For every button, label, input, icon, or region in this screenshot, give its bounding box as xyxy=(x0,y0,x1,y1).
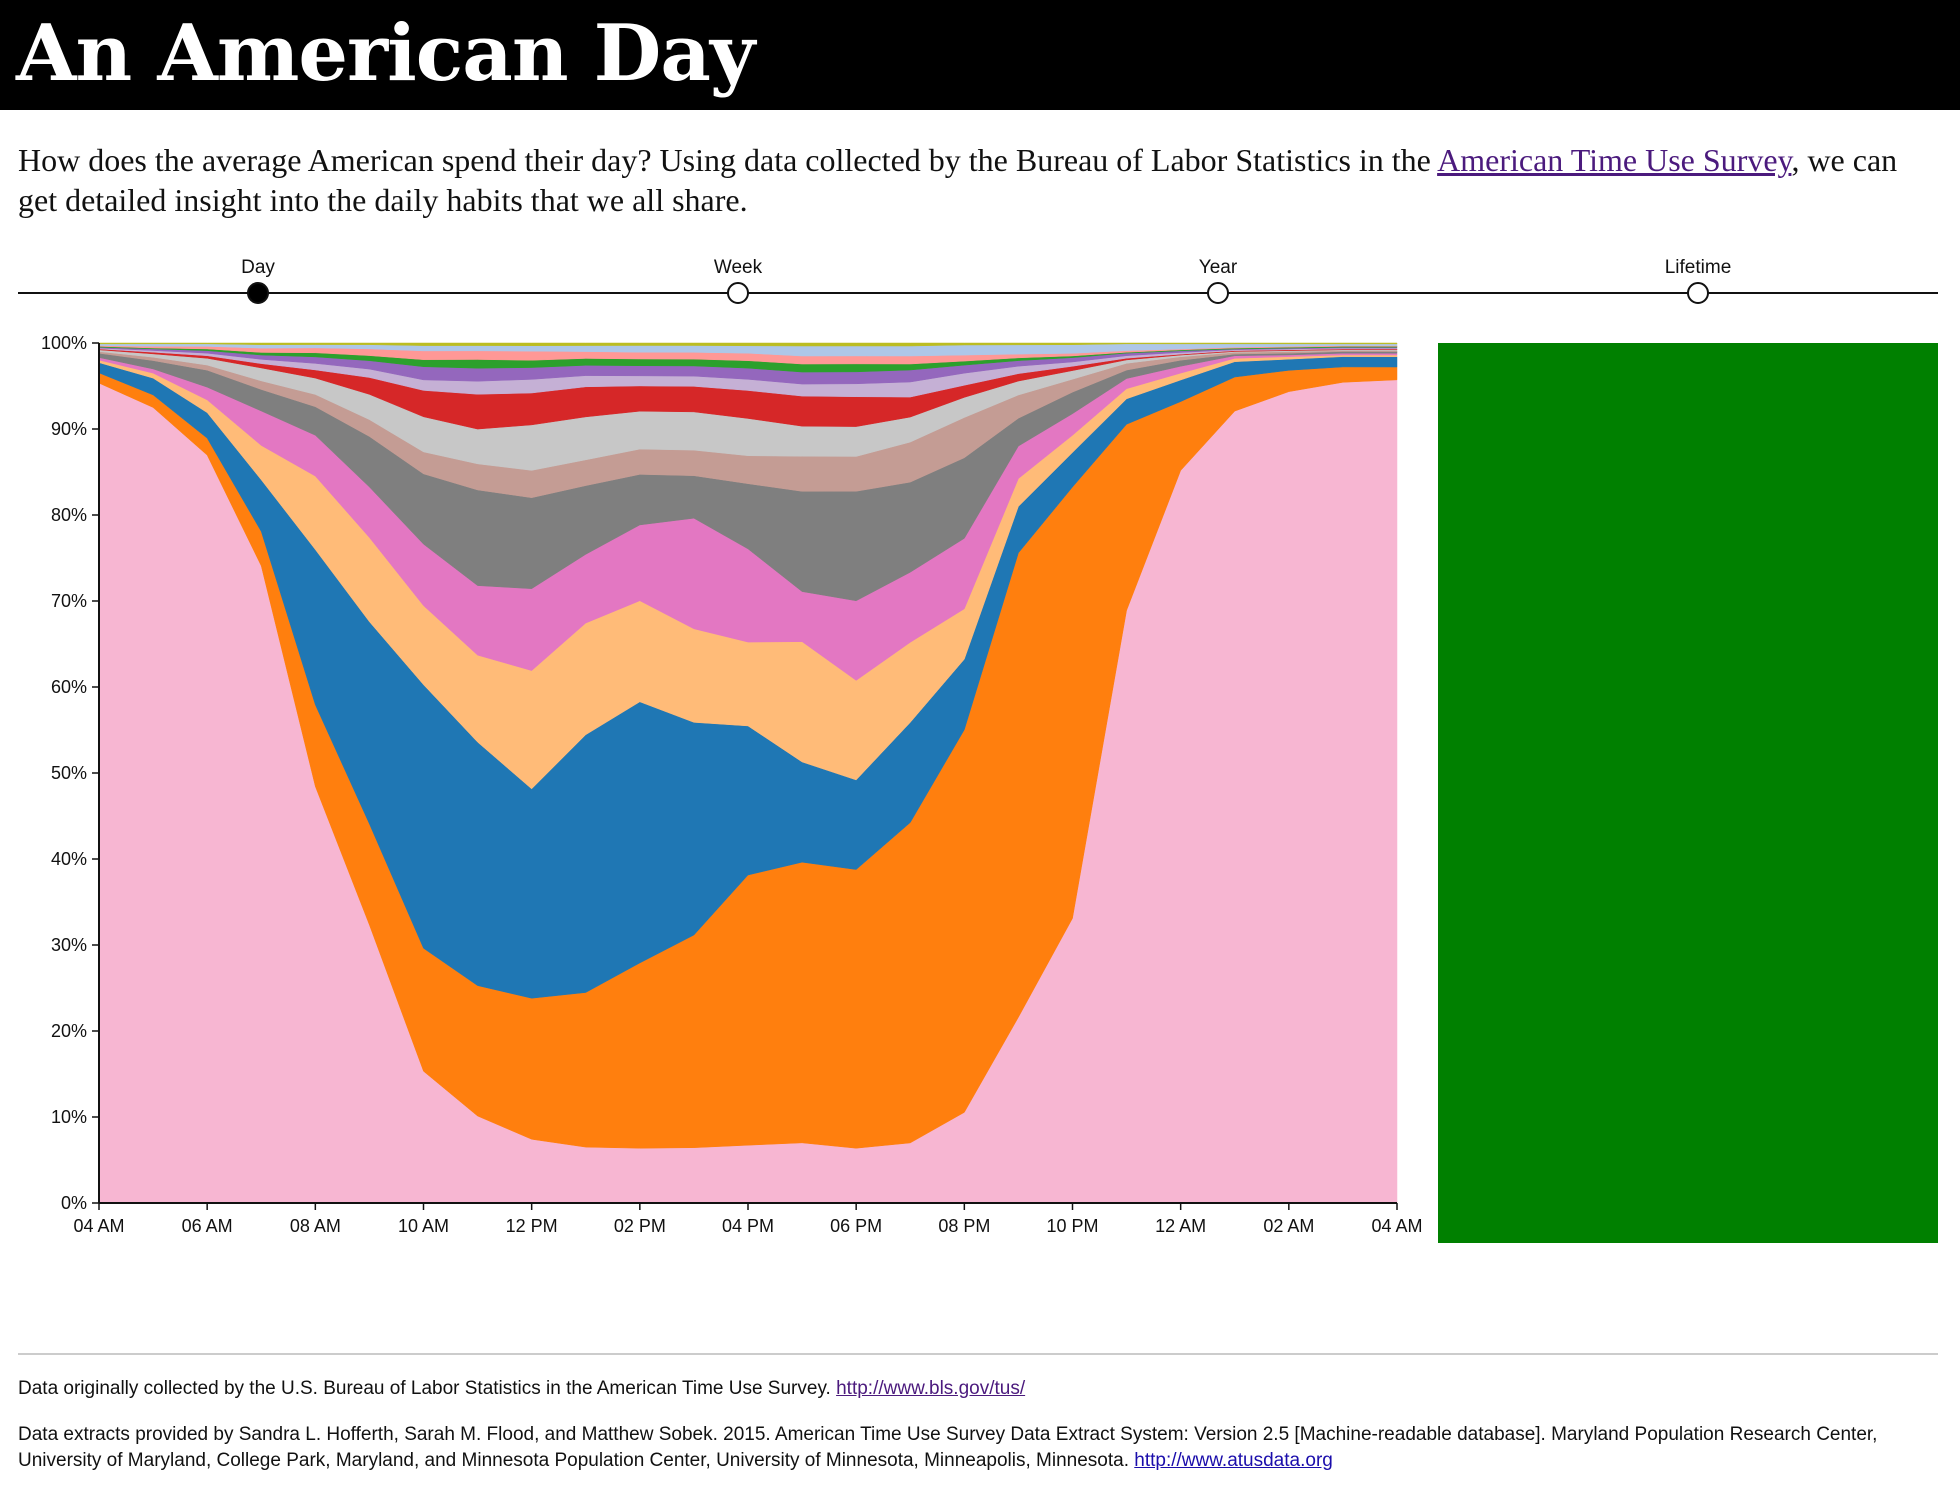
y-tick-label: 10% xyxy=(51,1107,87,1127)
y-axis: 0% 10% 20% 30% 40% 50% 60% 70% 80% 90% 100% xyxy=(41,333,100,1213)
intro-text-after: , we can get detailed insight into the d… xyxy=(18,142,1898,218)
x-tick-label: 12 AM xyxy=(1155,1216,1206,1236)
x-axis: 04 AM 06 AM 08 AM 10 AM 12 PM 02 PM 04 PM 06 PM… xyxy=(73,1202,1423,1236)
footer-source: Data originally collected by the U.S. Bu… xyxy=(18,1376,1918,1402)
page-title: An American Day xyxy=(16,8,755,99)
y-tick-label: 20% xyxy=(51,1021,87,1041)
intro-paragraph: How does the average American spend thei… xyxy=(18,140,1918,220)
intro-text-before: How does the average American spend thei… xyxy=(18,142,1438,178)
y-tick-label: 40% xyxy=(51,849,87,869)
footer-citation-text: Data extracts provided by Sandra L. Hoff… xyxy=(18,1424,1878,1471)
timeline-stop-lifetime[interactable] xyxy=(1687,282,1709,304)
y-tick-label: 100% xyxy=(41,333,87,353)
bls-link[interactable]: http://www.bls.gov/tus/ xyxy=(836,1378,1026,1399)
atus-link[interactable]: American Time Use Survey xyxy=(1437,142,1792,178)
y-tick-label: 90% xyxy=(51,419,87,439)
timeline-stop-year[interactable] xyxy=(1207,282,1229,304)
x-tick-label: 02 PM xyxy=(614,1216,666,1236)
x-tick-label: 10 PM xyxy=(1046,1216,1098,1236)
footer-divider xyxy=(18,1353,1938,1355)
y-tick-label: 60% xyxy=(51,677,87,697)
timeline-stop-week[interactable] xyxy=(727,282,749,304)
footer-source-text: Data originally collected by the U.S. Bu… xyxy=(18,1378,837,1399)
x-tick-label: 04 AM xyxy=(73,1216,124,1236)
activity-detail-panel xyxy=(1438,343,1938,1243)
x-tick-label: 04 PM xyxy=(722,1216,774,1236)
timeline-label-day[interactable]: Day xyxy=(241,257,275,278)
timeline-label-lifetime[interactable]: Lifetime xyxy=(1665,257,1732,278)
atusdata-link[interactable]: http://www.atusdata.org xyxy=(1134,1450,1333,1471)
footer: Data originally collected by the U.S. Bu… xyxy=(18,1376,1918,1494)
y-tick-label: 80% xyxy=(51,505,87,525)
page-header: An American Day xyxy=(0,0,1960,110)
y-tick-label: 50% xyxy=(51,763,87,783)
x-tick-label: 10 AM xyxy=(398,1216,449,1236)
footer-citation: Data extracts provided by Sandra L. Hoff… xyxy=(18,1422,1918,1474)
y-tick-label: 0% xyxy=(61,1193,87,1213)
x-tick-label: 12 PM xyxy=(506,1216,558,1236)
y-tick-label: 30% xyxy=(51,935,87,955)
x-tick-label: 08 PM xyxy=(938,1216,990,1236)
x-tick-label: 06 AM xyxy=(182,1216,233,1236)
x-tick-label: 02 AM xyxy=(1263,1216,1314,1236)
timeline-label-year[interactable]: Year xyxy=(1199,257,1238,278)
timeline-stop-day[interactable] xyxy=(247,282,269,304)
x-tick-label: 04 AM xyxy=(1371,1216,1422,1236)
stacked-area-chart: 0%10%20%30%40%50%60%70%80%90%100% 04 AM 0… xyxy=(41,333,1423,1236)
x-tick-label: 08 AM xyxy=(290,1216,341,1236)
timescale-slider[interactable]: Day Week Year Lifetime xyxy=(0,245,1960,315)
x-tick-label: 06 PM xyxy=(830,1216,882,1236)
area-series-15[interactable] xyxy=(98,342,1398,347)
y-tick-label: 70% xyxy=(51,591,87,611)
timeline-label-week[interactable]: Week xyxy=(714,257,763,278)
